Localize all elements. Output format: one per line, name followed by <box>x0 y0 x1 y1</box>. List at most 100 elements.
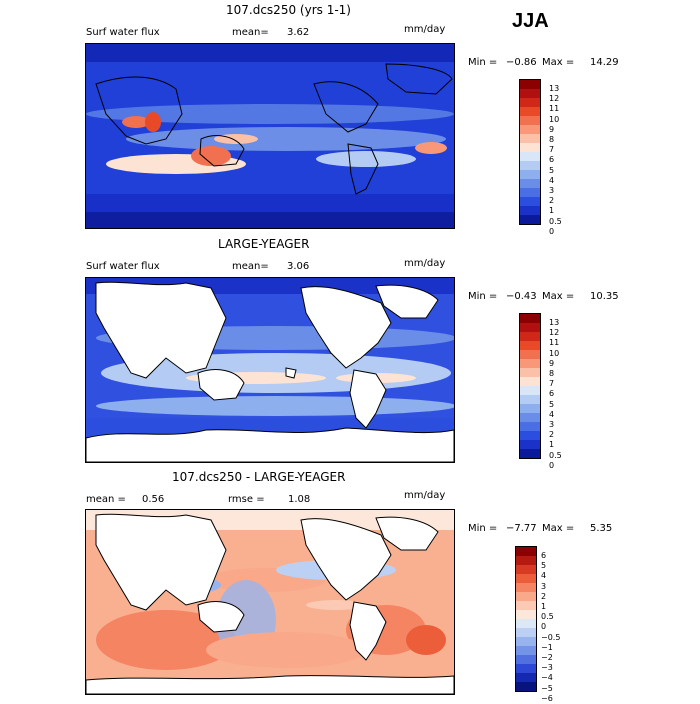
colorbar-tick-label: 2 <box>549 196 555 206</box>
panel-3-colorbar <box>515 546 537 692</box>
colorbar-swatch <box>520 431 540 440</box>
colorbar-tick-label: 12 <box>549 328 560 338</box>
colorbar-tick-label: 7 <box>549 145 555 155</box>
colorbar-tick-label: 13 <box>549 318 560 327</box>
panel-3-title: 107.dcs250 - LARGE-YEAGER <box>172 470 346 484</box>
panel-1-colorbar-labels: 13 12 11 10 9 8 7 6 5 4 3 2 1 0.5 0 <box>549 84 562 237</box>
panel-3-mean-value: 0.56 <box>142 494 165 505</box>
colorbar-swatch <box>516 619 536 628</box>
colorbar-swatch <box>516 673 536 682</box>
colorbar-swatch <box>516 628 536 637</box>
colorbar-tick-label: −3 <box>541 663 553 673</box>
panel-3-colorbar-labels: 6 5 4 3 2 1 0.5 0 −0.5 −1 −2 −3 −4 −5 −6 <box>541 551 560 704</box>
colorbar-swatch <box>520 134 540 143</box>
panel-2-max-label: Max = <box>542 291 575 302</box>
colorbar-tick-label: 0.5 <box>549 450 562 460</box>
panel-2-title: LARGE-YEAGER <box>218 237 310 251</box>
colorbar-tick-label: 4 <box>549 175 555 185</box>
colorbar-swatch <box>516 601 536 610</box>
colorbar-tick-label: 0 <box>549 460 555 470</box>
colorbar-swatch <box>520 368 540 377</box>
colorbar-swatch <box>520 395 540 404</box>
colorbar-swatch <box>520 197 540 206</box>
colorbar-tick-label: 0 <box>541 622 547 632</box>
colorbar-tick-label: −5 <box>541 683 553 693</box>
panel-2-map-svg <box>86 278 454 462</box>
panel-1-max-value: 14.29 <box>590 57 619 68</box>
panel-3-units: mm/day <box>404 490 446 501</box>
panel-1-map-svg <box>86 44 454 228</box>
colorbar-swatch <box>520 341 540 350</box>
colorbar-tick-label: 1 <box>549 206 555 216</box>
panel-1-max-label: Max = <box>542 57 575 68</box>
colorbar-tick-label: 0.5 <box>541 612 554 622</box>
colorbar-swatch <box>520 179 540 188</box>
panel-3-mean-label: mean = <box>86 494 126 505</box>
colorbar-swatch <box>516 610 536 619</box>
colorbar-swatch <box>520 404 540 413</box>
panel-1-variable: Surf water flux <box>86 27 160 38</box>
colorbar-swatch <box>520 188 540 197</box>
colorbar-swatch <box>520 116 540 125</box>
colorbar-tick-label: 6 <box>549 155 555 165</box>
colorbar-tick-label: 10 <box>549 348 560 358</box>
colorbar-tick-label: 10 <box>549 114 560 124</box>
colorbar-swatch <box>520 206 540 215</box>
colorbar-swatch <box>520 377 540 386</box>
colorbar-tick-label: −0.5 <box>541 632 561 642</box>
colorbar-swatch <box>516 565 536 574</box>
colorbar-swatch <box>520 152 540 161</box>
colorbar-tick-label: 3 <box>549 186 555 196</box>
panel-2-mean-value: 3.06 <box>287 261 310 272</box>
colorbar-swatch <box>520 170 540 179</box>
panel-1-map <box>85 43 455 229</box>
colorbar-swatch <box>520 125 540 134</box>
panel-3-min-value: −7.77 <box>506 523 537 534</box>
colorbar-tick-label: 8 <box>549 369 555 379</box>
colorbar-tick-label: 2 <box>541 591 547 601</box>
colorbar-tick-label: −6 <box>541 693 553 703</box>
colorbar-swatch <box>520 440 540 449</box>
colorbar-swatch <box>516 556 536 565</box>
panel-2-colorbar <box>519 313 541 459</box>
colorbar-tick-label: 9 <box>549 358 555 368</box>
colorbar-swatch <box>520 323 540 332</box>
colorbar-tick-label: 3 <box>541 581 547 591</box>
panel-3-max-label: Max = <box>542 523 575 534</box>
panel-2-units: mm/day <box>404 258 446 269</box>
colorbar-tick-label: 0 <box>549 226 555 236</box>
colorbar-tick-label: 3 <box>549 420 555 430</box>
panel-3-rmse-value: 1.08 <box>288 494 311 505</box>
colorbar-tick-label: −4 <box>541 673 553 683</box>
colorbar-swatch <box>520 449 540 458</box>
colorbar-tick-label: 5 <box>549 165 555 175</box>
colorbar-tick-label: 9 <box>549 124 555 134</box>
colorbar-tick-label: 6 <box>549 389 555 399</box>
colorbar-swatch <box>520 161 540 170</box>
colorbar-swatch <box>516 574 536 583</box>
colorbar-tick-label: 12 <box>549 94 560 104</box>
colorbar-swatch <box>516 682 536 691</box>
season-label: JJA <box>512 10 549 32</box>
colorbar-swatch <box>520 314 540 323</box>
colorbar-swatch <box>520 413 540 422</box>
colorbar-swatch <box>520 332 540 341</box>
panel-2-colorbar-labels: 13 12 11 10 9 8 7 6 5 4 3 2 1 0.5 0 <box>549 318 562 471</box>
panel-1-mean-label: mean= <box>232 27 269 38</box>
colorbar-swatch <box>516 646 536 655</box>
colorbar-swatch <box>516 547 536 556</box>
colorbar-swatch <box>516 592 536 601</box>
panel-1-mean-value: 3.62 <box>287 27 310 38</box>
colorbar-tick-label: −2 <box>541 653 553 663</box>
panel-1-colorbar <box>519 79 541 225</box>
colorbar-swatch <box>520 359 540 368</box>
colorbar-tick-label: 7 <box>549 379 555 389</box>
colorbar-tick-label: 8 <box>549 135 555 145</box>
panel-1-min-label: Min = <box>468 57 498 68</box>
colorbar-tick-label: 5 <box>541 561 547 571</box>
colorbar-tick-label: 1 <box>549 440 555 450</box>
panel-3-rmse-label: rmse = <box>228 494 265 505</box>
colorbar-tick-label: 1 <box>541 602 547 612</box>
panel-3-min-label: Min = <box>468 523 498 534</box>
panel-3-max-value: 5.35 <box>590 523 613 534</box>
